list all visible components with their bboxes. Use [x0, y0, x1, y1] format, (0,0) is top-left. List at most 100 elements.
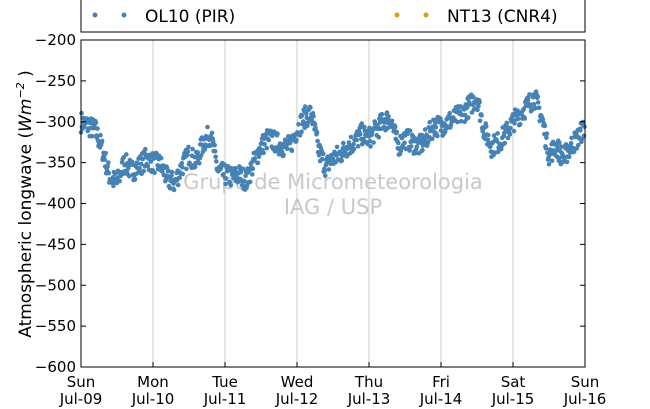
data-point — [212, 149, 218, 154]
data-point — [384, 110, 390, 115]
data-point — [135, 161, 140, 166]
data-point — [252, 156, 258, 161]
data-point — [289, 148, 295, 154]
data-point — [180, 165, 185, 170]
legend-marker-ol10-b — [121, 12, 127, 18]
data-point — [491, 133, 497, 138]
data-point — [458, 118, 464, 124]
data-point — [141, 168, 146, 174]
data-point — [505, 135, 511, 141]
data-point — [433, 124, 439, 130]
data-point — [425, 139, 431, 145]
data-point — [402, 140, 407, 146]
data-point — [143, 146, 148, 152]
data-point — [206, 137, 212, 142]
y-tick-label-8: −600 — [35, 358, 76, 376]
data-point — [111, 183, 116, 189]
data-point — [212, 142, 217, 148]
data-point — [169, 169, 175, 175]
data-point — [435, 133, 440, 139]
data-point — [98, 132, 103, 138]
data-point — [348, 134, 354, 140]
data-point — [569, 135, 574, 141]
data-point — [240, 166, 246, 172]
data-point — [354, 137, 360, 143]
data-point — [250, 166, 256, 172]
data-point — [106, 170, 112, 176]
data-point — [304, 111, 309, 116]
watermark: Grupo de Micrometeorologia IAG / USP — [183, 170, 483, 219]
data-point — [93, 120, 99, 125]
data-point — [531, 101, 537, 107]
y-axis-title: Atmospheric longwave (Wm−2 ) — [14, 70, 36, 338]
data-point — [197, 160, 202, 166]
data-point — [275, 131, 280, 136]
data-point — [476, 103, 481, 109]
data-point — [427, 120, 433, 125]
x-tick-date-1: Jul-10 — [131, 390, 175, 408]
data-point — [184, 166, 189, 172]
data-point — [233, 166, 238, 171]
data-point — [334, 144, 340, 150]
legend-marker-nt13-b — [423, 12, 429, 18]
data-point — [281, 152, 286, 158]
y-tick-label-7: −550 — [35, 317, 76, 335]
data-point — [247, 179, 253, 185]
data-point — [544, 135, 549, 140]
data-point — [95, 126, 100, 131]
data-point — [508, 125, 513, 131]
data-point — [568, 141, 574, 146]
data-point — [180, 171, 186, 177]
x-tick-day-4: Thu — [354, 373, 383, 391]
legend-marker-ol10-a — [92, 12, 98, 18]
x-tick-day-5: Fri — [432, 373, 450, 391]
data-point — [392, 124, 398, 129]
data-point — [288, 140, 293, 146]
data-point — [112, 171, 118, 176]
x-tick-day-3: Wed — [281, 373, 314, 391]
data-point — [103, 150, 108, 156]
data-point — [528, 102, 533, 107]
data-point — [171, 187, 177, 193]
data-point — [137, 165, 142, 171]
data-point — [228, 182, 233, 188]
data-point — [486, 132, 491, 138]
data-point — [564, 159, 570, 165]
data-point — [351, 141, 356, 147]
data-point — [341, 140, 346, 146]
data-point — [542, 123, 548, 129]
data-point — [209, 130, 215, 136]
y-tick-label-0: −200 — [35, 31, 76, 49]
data-point — [517, 121, 523, 127]
data-point — [535, 94, 540, 99]
x-tick-day-1: Mon — [137, 373, 169, 391]
data-point — [166, 168, 171, 173]
data-point — [199, 153, 204, 158]
x-tick-date-4: Jul-13 — [347, 390, 391, 408]
data-point — [320, 151, 326, 157]
data-point — [124, 152, 129, 157]
data-point — [394, 129, 400, 135]
legend-label-ol10: OL10 (PIR) — [145, 7, 235, 27]
data-point — [105, 163, 110, 169]
data-point — [81, 124, 87, 130]
data-point — [536, 105, 542, 111]
data-point — [351, 146, 357, 152]
data-point — [312, 121, 318, 127]
x-axis: SunJul-09MonJul-10TueJul-11WedJul-12ThuJ… — [59, 362, 606, 408]
data-point — [99, 138, 105, 144]
data-point — [185, 149, 191, 154]
data-point — [475, 107, 480, 113]
y-axis-unit: Wm — [16, 99, 36, 132]
series-ol10-points — [78, 89, 587, 193]
data-point — [152, 170, 157, 176]
y-axis: −200 −250 −300 −350 −400 −450 −500 −550 −600 — [35, 31, 585, 376]
data-point — [242, 178, 247, 184]
y-tick-label-5: −450 — [35, 235, 76, 253]
data-point — [414, 144, 420, 150]
data-point — [322, 168, 328, 174]
data-point — [546, 161, 552, 167]
data-point — [405, 131, 410, 137]
data-point — [261, 150, 266, 156]
data-point — [532, 106, 538, 111]
